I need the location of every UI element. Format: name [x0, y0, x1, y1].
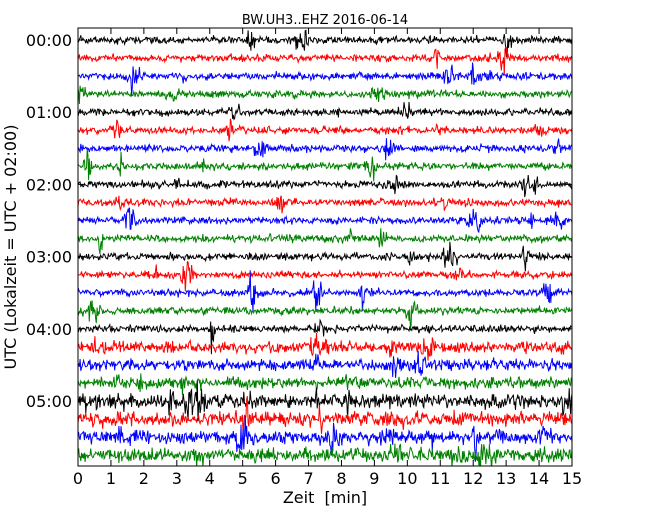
x-tick-label: 14 — [529, 469, 549, 488]
trace-line — [78, 332, 572, 361]
trace-line — [78, 395, 572, 436]
x-axis: 0 1 2 3 4 5 6 7 8 9 10 11 12 13 14 15 — [73, 28, 582, 488]
x-tick-label: 2 — [139, 469, 149, 488]
trace-line — [78, 85, 572, 105]
x-tick-label: 3 — [172, 469, 182, 488]
trace-line — [78, 228, 572, 254]
trace-line — [78, 443, 572, 466]
y-tick-label: 02:00 — [26, 175, 72, 194]
trace-line — [78, 373, 572, 395]
y-tick-label: 01:00 — [26, 103, 72, 122]
trace-line — [78, 415, 572, 462]
x-tick-label: 9 — [369, 469, 379, 488]
x-axis-label: Zeit [min] — [283, 488, 367, 507]
trace-line — [78, 148, 572, 182]
y-axis-label: UTC (Lokalzeit = UTC + 02:00) — [1, 125, 20, 370]
x-tick-label: 1 — [106, 469, 116, 488]
trace-line — [78, 118, 572, 142]
x-tick-label: 10 — [397, 469, 417, 488]
trace-line — [78, 270, 572, 312]
x-tick-label: 6 — [271, 469, 281, 488]
y-tick-label: 05:00 — [26, 392, 72, 411]
trace-line — [78, 29, 572, 58]
trace-line — [78, 380, 572, 422]
trace-line — [78, 350, 572, 378]
trace-line — [78, 195, 572, 214]
y-tick-label: 04:00 — [26, 320, 72, 339]
trace-line — [78, 138, 572, 161]
x-tick-label: 5 — [238, 469, 248, 488]
y-tick-label: 00:00 — [26, 31, 72, 50]
chart-title: BW.UH3..EHZ 2016-06-14 — [242, 13, 408, 28]
x-tick-label: 13 — [496, 469, 516, 488]
trace-line — [78, 101, 572, 121]
y-tick-label: 03:00 — [26, 248, 72, 267]
trace-line — [78, 318, 572, 355]
x-tick-label: 15 — [562, 469, 582, 488]
trace-line — [78, 62, 572, 96]
x-tick-label: 8 — [336, 469, 346, 488]
x-tick-label: 4 — [205, 469, 215, 488]
x-tick-label: 12 — [463, 469, 483, 488]
x-tick-label: 11 — [430, 469, 450, 488]
trace-line — [78, 260, 572, 292]
trace-line — [78, 300, 572, 329]
trace-line — [78, 174, 572, 198]
plot-frame — [77, 27, 573, 467]
seismic-traces — [78, 29, 572, 466]
trace-line — [78, 46, 572, 76]
y-axis: 00:00 01:00 02:00 03:00 04:00 05:00 — [26, 31, 572, 411]
x-tick-label: 0 — [73, 469, 83, 488]
trace-line — [78, 207, 572, 234]
trace-line — [78, 241, 572, 272]
x-tick-label: 7 — [303, 469, 313, 488]
